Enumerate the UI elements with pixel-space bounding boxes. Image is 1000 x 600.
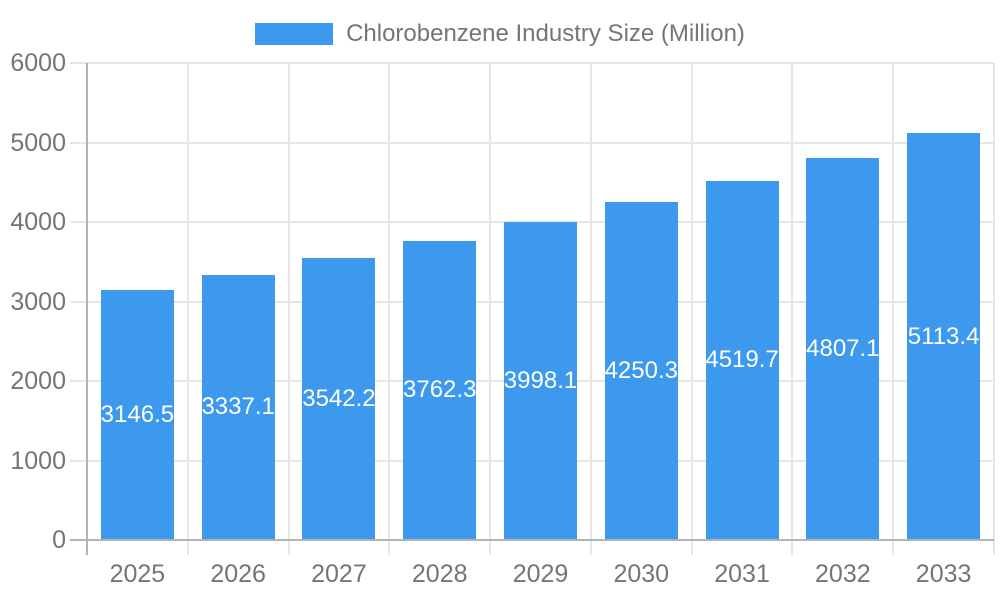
x-axis-line xyxy=(70,539,994,541)
bar[interactable] xyxy=(201,274,275,540)
y-axis-label: 6000 xyxy=(10,49,66,77)
bar-value-label: 4807.1 xyxy=(806,334,880,362)
bar[interactable] xyxy=(403,240,477,540)
x-axis-label: 2025 xyxy=(109,560,166,588)
y-tick xyxy=(70,459,87,462)
bar[interactable] xyxy=(302,258,376,540)
bar-value-label: 3337.1 xyxy=(201,393,275,421)
bar-value-label: 3762.3 xyxy=(403,376,477,404)
x-gridline xyxy=(388,63,391,555)
bar-value-label: 4250.3 xyxy=(604,357,678,385)
bar[interactable] xyxy=(100,289,174,540)
x-gridline xyxy=(287,63,290,555)
y-tick xyxy=(70,141,87,144)
y-tick xyxy=(70,221,87,223)
bar[interactable] xyxy=(907,133,981,540)
bar-value-label: 4519.7 xyxy=(705,346,779,374)
y-gridline xyxy=(87,221,994,223)
x-axis-label: 2033 xyxy=(915,560,972,588)
legend-label: Chlorobenzene Industry Size (Million) xyxy=(346,20,745,47)
bar[interactable] xyxy=(504,222,577,540)
x-axis-label: 2028 xyxy=(411,560,468,588)
bar-value-label: 3542.2 xyxy=(302,385,376,413)
y-gridline xyxy=(87,141,994,144)
y-axis-label: 2000 xyxy=(10,367,66,395)
x-axis-label: 2026 xyxy=(210,560,266,588)
y-axis-label: 0 xyxy=(52,526,66,554)
bar-value-label: 5113.4 xyxy=(907,322,980,350)
bar-value-label: 3998.1 xyxy=(503,367,578,395)
x-gridline xyxy=(690,63,693,555)
x-gridline xyxy=(489,63,492,555)
x-axis-label: 2027 xyxy=(311,560,367,588)
x-gridline xyxy=(186,63,189,555)
x-axis-label: 2030 xyxy=(613,560,670,588)
x-gridline xyxy=(791,63,794,555)
x-gridline xyxy=(589,63,592,555)
bar-value-label: 3146.5 xyxy=(100,400,175,428)
bar[interactable] xyxy=(604,202,678,540)
legend: Chlorobenzene Industry Size (Million) xyxy=(0,20,1000,48)
x-gridline xyxy=(993,63,995,555)
y-tick xyxy=(70,380,87,382)
y-axis-label: 4000 xyxy=(10,208,66,236)
y-gridline xyxy=(87,62,994,64)
x-axis-label: 2031 xyxy=(714,560,770,588)
x-axis-label: 2032 xyxy=(815,560,871,588)
y-tick xyxy=(70,300,87,303)
bar[interactable] xyxy=(806,157,880,540)
x-axis-label: 2029 xyxy=(512,560,569,588)
y-axis-line xyxy=(86,63,88,555)
legend-swatch xyxy=(255,23,334,45)
y-axis-label: 1000 xyxy=(10,446,66,475)
x-gridline xyxy=(892,63,895,555)
y-tick xyxy=(70,62,87,64)
y-axis-label: 3000 xyxy=(10,287,66,316)
y-axis-label: 5000 xyxy=(10,128,66,157)
bar[interactable] xyxy=(705,180,779,540)
